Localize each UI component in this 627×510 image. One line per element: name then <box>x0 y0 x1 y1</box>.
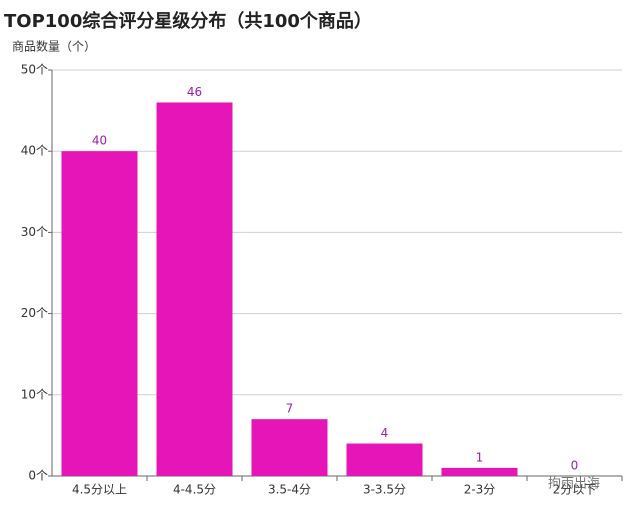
x-tick-label: 3-3.5分 <box>363 483 406 497</box>
value-label: 1 <box>476 450 484 464</box>
y-tick-label: 50个 <box>21 63 48 77</box>
bar <box>156 102 233 476</box>
bar <box>251 419 328 476</box>
value-label: 40 <box>92 134 107 148</box>
y-tick-label: 0个 <box>28 469 48 483</box>
x-tick-label: 4-4.5分 <box>173 483 216 497</box>
x-tick-label: 4.5分以上 <box>72 483 127 497</box>
y-tick-label: 40个 <box>21 144 48 158</box>
bar <box>441 467 518 476</box>
bar <box>61 151 138 476</box>
y-tick-label: 30个 <box>21 225 48 239</box>
y-axis-label: 商品数量（个） <box>12 39 96 54</box>
chart-title: TOP100综合评分星级分布（共100个商品） <box>4 10 372 32</box>
y-tick-label: 10个 <box>21 387 48 401</box>
x-tick-label: 3.5-4分 <box>268 483 311 497</box>
x-tick-label: 2分以下 <box>553 483 597 497</box>
bar <box>346 443 423 476</box>
value-label: 0 <box>571 459 579 473</box>
y-tick-label: 20个 <box>21 306 48 320</box>
value-label: 7 <box>286 402 294 416</box>
x-tick-label: 2-3分 <box>464 483 496 497</box>
value-label: 46 <box>187 85 202 99</box>
watermark: 拘雨出海 <box>548 477 600 492</box>
value-label: 4 <box>381 426 389 440</box>
